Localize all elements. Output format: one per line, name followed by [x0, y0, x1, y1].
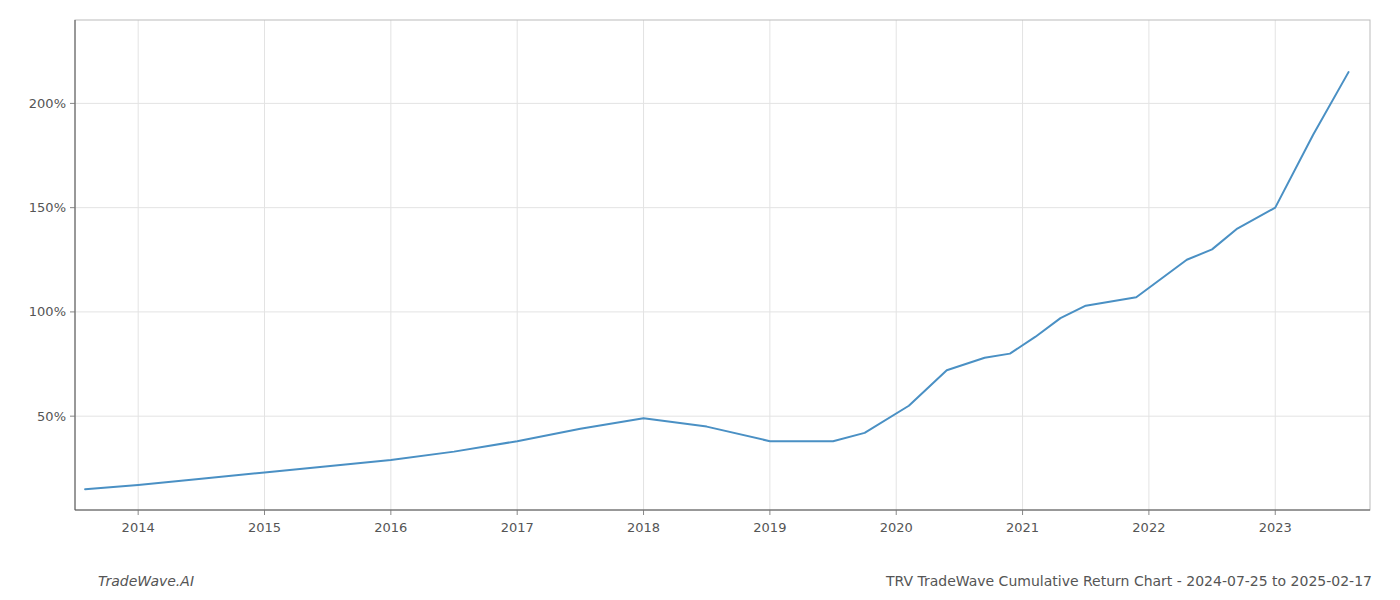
tick-x	[264, 510, 265, 515]
page: {"chart_data": { "type": "line", "title"…	[0, 0, 1400, 600]
grid-line-x	[643, 20, 644, 510]
axes: 2014 2015 2016 2017 2018 2019 2020 2021 2022 2023…	[29, 20, 1370, 535]
grid-line-x	[264, 20, 265, 510]
tick-y	[70, 207, 75, 208]
grid-line-x	[138, 20, 139, 510]
grid-line-x	[1275, 20, 1276, 510]
footer: TradeWave.AI TRV TradeWave Cumulative Ret…	[98, 573, 1372, 589]
grid-line-x	[517, 20, 518, 510]
chart-svg: 2014 2015 2016 2017 2018 2019 2020 2021 2022 2023…	[0, 0, 1400, 600]
plot-area	[85, 72, 1348, 489]
tick-x	[769, 510, 770, 515]
plot-frame	[75, 20, 1370, 510]
tick-label-x: 2019	[753, 520, 786, 535]
grid	[75, 20, 1370, 510]
tick-label-x: 2021	[1006, 520, 1039, 535]
axis-x	[75, 510, 1370, 511]
tick-label-y: 200%	[29, 96, 66, 111]
tick-x	[1275, 510, 1276, 515]
tick-label-x: 2016	[374, 520, 407, 535]
tick-label-x: 2022	[1132, 520, 1165, 535]
title: TRV TradeWave Cumulative Return Chart - …	[885, 573, 1372, 589]
tick-label-y: 100%	[29, 304, 66, 319]
tick-y	[70, 103, 75, 104]
tick-label-x: 2023	[1259, 520, 1292, 535]
tick-x	[517, 510, 518, 515]
grid-line-x	[769, 20, 770, 510]
grid-line-y	[75, 311, 1370, 312]
tick-label-x: 2018	[627, 520, 660, 535]
tick-x	[138, 510, 139, 515]
watermark: TradeWave.AI	[98, 573, 194, 589]
tick-label-y: 150%	[29, 200, 66, 215]
grid-line-x	[390, 20, 391, 510]
tick-label-x: 2014	[122, 520, 155, 535]
grid-line-x	[1148, 20, 1149, 510]
grid-line-y	[75, 416, 1370, 417]
tick-x	[1022, 510, 1023, 515]
grid-line-x	[896, 20, 897, 510]
tick-y	[70, 311, 75, 312]
axis-y	[75, 20, 76, 510]
tick-label-x: 2020	[880, 520, 913, 535]
tick-label-x: 2017	[501, 520, 534, 535]
tick-x	[1148, 510, 1149, 515]
tick-x	[896, 510, 897, 515]
grid-line-y	[75, 103, 1370, 104]
data-line	[85, 72, 1348, 489]
tick-y	[70, 416, 75, 417]
tick-x	[390, 510, 391, 515]
chart-container: 2014 2015 2016 2017 2018 2019 2020 2021 2022 2023…	[0, 0, 1400, 600]
tick-label-y: 50%	[37, 409, 66, 424]
grid-line-x	[1022, 20, 1023, 510]
grid-line-y	[75, 207, 1370, 208]
tick-x	[643, 510, 644, 515]
tick-label-x: 2015	[248, 520, 281, 535]
